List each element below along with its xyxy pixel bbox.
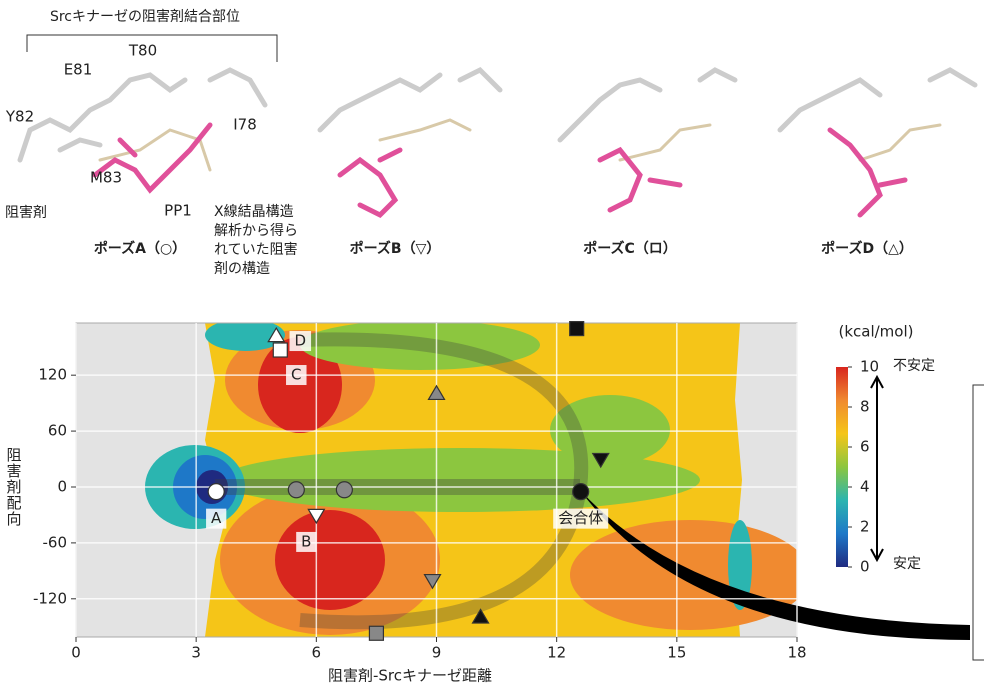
point <box>570 322 584 336</box>
energy-surface <box>76 319 810 637</box>
point <box>208 484 224 500</box>
point-label: D <box>294 332 306 350</box>
pose-label: ポーズD（△） <box>821 240 913 257</box>
x-axis-label: 阻害剤-Srcキナーゼ距離 <box>328 667 492 685</box>
pose-label: ポーズC（ロ） <box>583 240 677 257</box>
xray-note: 解析から得ら <box>214 222 298 239</box>
colorbar-tick-label: 0 <box>860 558 870 576</box>
xray-note: れていた阻害 <box>214 242 298 258</box>
residue-label: Y82 <box>5 108 34 126</box>
y-tick-label: -60 <box>43 533 68 551</box>
point <box>336 482 352 498</box>
y-tick-label: 0 <box>57 477 67 495</box>
point-label: A <box>211 509 222 527</box>
colorbar-tick-label: 2 <box>860 518 870 536</box>
colorbar-low: 安定 <box>893 556 921 572</box>
xray-note: 剤の構造 <box>214 261 270 277</box>
residue-label: E81 <box>64 61 93 79</box>
colorbar-tick-label: 6 <box>860 438 870 456</box>
residue-label: PP1 <box>164 202 192 220</box>
colorbar <box>836 367 848 567</box>
page: {"figure": { "site_title": "Srcキナーゼの阻害剤結… <box>0 0 984 688</box>
y-axis-label: 阻害剤配向 <box>6 446 21 528</box>
structures <box>20 70 975 215</box>
pose-label: ポーズB（▽） <box>350 240 441 257</box>
x-tick-label: 12 <box>547 644 566 662</box>
y-tick-label: 120 <box>38 366 67 384</box>
x-tick-label: 15 <box>667 644 686 662</box>
colorbar-tick-label: 10 <box>860 358 879 376</box>
colorbar-unit: (kcal/mol) <box>838 323 913 341</box>
point <box>369 626 383 640</box>
x-tick-label: 6 <box>312 644 322 662</box>
point <box>273 343 287 357</box>
xray-note: X線結晶構造 <box>214 204 294 220</box>
colorbar-tick-label: 8 <box>860 398 870 416</box>
stability-arrow <box>871 377 883 560</box>
colorbar-high: 不安定 <box>893 358 935 374</box>
x-tick-label: 3 <box>191 644 201 662</box>
pose-label: ポーズA（○） <box>94 240 186 257</box>
site-title: Srcキナーゼの阻害剤結合部位 <box>50 9 240 25</box>
y-tick-label: 60 <box>48 422 67 440</box>
residue-label: I78 <box>233 116 257 134</box>
residue-label: M83 <box>90 169 122 187</box>
x-tick-label: 0 <box>71 644 81 662</box>
point-label: B <box>301 532 311 550</box>
x-tick-label: 18 <box>787 644 806 662</box>
x-tick-label: 9 <box>432 644 442 662</box>
callout-box <box>973 385 984 660</box>
y-tick-label: -120 <box>33 589 67 607</box>
point-label: C <box>291 366 301 384</box>
point <box>573 484 589 500</box>
figure: Srcキナーゼの阻害剤結合部位 T80 E81 Y82 I78 M83 PP1 … <box>0 0 984 688</box>
residue-label: 阻害剤 <box>5 205 47 221</box>
residue-label: T80 <box>128 42 157 60</box>
point <box>288 482 304 498</box>
colorbar-tick-label: 4 <box>860 478 870 496</box>
point-label: 会合体 <box>558 509 603 527</box>
